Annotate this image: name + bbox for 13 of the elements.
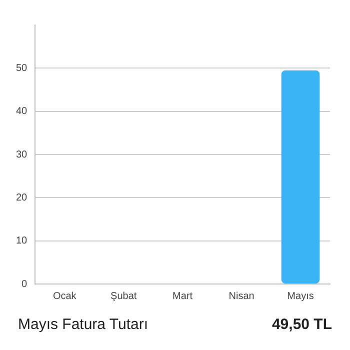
y-tick-label: 0 — [22, 278, 28, 290]
y-tick-label: 10 — [16, 236, 28, 247]
x-tick-label: Mart — [172, 290, 193, 302]
y-tick-label: 20 — [16, 192, 28, 204]
y-tick-label: 50 — [16, 62, 28, 74]
x-tick-label: Ocak — [52, 290, 78, 302]
text: Mayıs Fatura Tutarı — [18, 316, 148, 333]
y-tick-label: 30 — [16, 149, 28, 160]
x-tick-label: Nisan — [228, 290, 254, 302]
y-tick-label: 40 — [16, 106, 28, 118]
x-tick-label: Mayıs — [287, 290, 314, 302]
text: 49,50 TL — [272, 316, 332, 333]
x-tick-label: Şubat — [110, 290, 137, 302]
